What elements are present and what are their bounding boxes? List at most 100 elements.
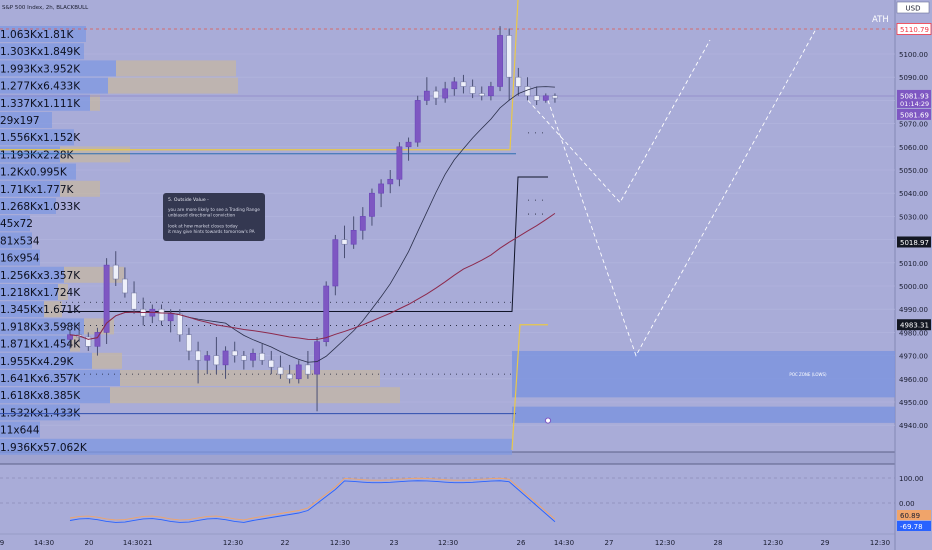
price-label-badge: [897, 89, 931, 108]
price-label-badge: [897, 108, 931, 120]
price-tick-label: 5010.00: [899, 260, 928, 268]
time-tick-label: 14:30: [123, 539, 143, 547]
volume-profile-sell-bar: [90, 94, 100, 111]
price-label-text: 5081.93: [900, 92, 929, 100]
time-tick-label: 21: [144, 539, 153, 547]
oscillator-reading-badge: [897, 521, 931, 531]
time-tick-label: 14:30: [34, 539, 54, 547]
volume-profile-label: 1.345Kx1.671K: [0, 304, 81, 316]
volume-profile-buy-bar: [0, 301, 44, 318]
candle-body: [222, 350, 229, 366]
oscillator-reading: 60.89: [900, 512, 920, 520]
volume-profile-label: 1.918Kx3.598K: [0, 321, 81, 333]
oscillator-reading: -69.78: [900, 523, 923, 531]
candle-body: [304, 364, 311, 375]
candle-body: [204, 355, 211, 361]
candle-body: [387, 178, 394, 185]
candle-body: [131, 292, 137, 310]
candle-body: [369, 192, 375, 217]
candle-body: [506, 35, 513, 78]
price-tick-label: 4980.00: [899, 329, 928, 337]
volume-profile-label: 29x197: [0, 115, 40, 127]
oscillator-line: [69, 480, 556, 523]
volume-profile-label: 1.936Kx57.062K: [0, 442, 88, 454]
volume-profile-label: 1.641Kx6.357K: [0, 373, 81, 385]
time-tick-label: 12:30: [870, 539, 890, 547]
volume-profile-label: 1.193Kx2.28K: [0, 149, 75, 161]
pane-gap: [0, 452, 895, 464]
volume-profile-buy-bar: [0, 180, 60, 197]
candle-body: [533, 95, 540, 101]
volume-profile-label: 1.268Kx1.033K: [0, 201, 81, 213]
volume-profile-buy-bar: [0, 387, 110, 404]
candle-body: [414, 100, 421, 143]
volume-profile-buy-bar: [0, 284, 58, 300]
value-area-high-line: [0, 0, 519, 151]
candle-body: [231, 350, 238, 356]
volume-profile-buy-bar: [0, 60, 116, 77]
candle-body: [286, 373, 293, 380]
candle-body: [250, 352, 256, 361]
price-tick-label: 4970.00: [899, 353, 928, 361]
price-tick-label: 4950.00: [899, 399, 928, 407]
volume-profile-label: 1.277Kx6.433K: [0, 81, 81, 93]
time-tick-label: 27: [605, 539, 614, 547]
volume-profile-label: 45x72: [0, 218, 33, 230]
oscillator-tick-label: 0.00: [899, 500, 915, 508]
volume-profile-label: 1.337Kx1.111K: [0, 98, 81, 110]
price-tick-label: 5070.00: [899, 121, 928, 129]
time-tick-label: 26: [517, 539, 526, 547]
chart-title: S&P 500 Index, 2h, BLACKBULL: [2, 5, 89, 11]
volume-profile-buy-bar: [0, 94, 90, 111]
volume-profile-label: 1.871Kx1.454K: [0, 339, 81, 351]
candle-body: [552, 95, 558, 99]
reference-step-line: [60, 176, 548, 313]
candle-body: [85, 336, 92, 347]
candle-body: [122, 278, 128, 294]
volume-profile-sell-bar: [120, 370, 380, 386]
candle-body: [460, 81, 467, 87]
candle-body: [341, 239, 348, 245]
volume-profile-sell-bar: [60, 146, 130, 163]
candle-body: [515, 76, 522, 87]
volume-profile-buy-bar: [0, 43, 84, 60]
oscillator-reading-badge: [897, 510, 931, 520]
candle-body: [240, 355, 247, 361]
candle-body: [469, 86, 476, 94]
oscillator-pane: 100.00 0.00 60.89 -69.78: [0, 475, 931, 531]
volume-profile-sell-bar: [70, 335, 80, 352]
volume-profile-buy-bar: [0, 438, 512, 455]
price-tick-label: 5030.00: [899, 213, 928, 221]
candles: [67, 26, 558, 412]
candle-body: [167, 313, 174, 322]
price-axis: USD ATH 5100.00 5090.00 5070.00 5060.00 5050.0…: [872, 0, 932, 550]
candle-body: [542, 95, 549, 101]
price-tick-label: 5060.00: [899, 144, 928, 152]
time-tick-label: 12:30: [438, 539, 458, 547]
time-tick-label: 29: [821, 539, 830, 547]
volume-profile-sell-bar: [108, 77, 238, 94]
volume-profile-label: 1.218Kx1.724K: [0, 287, 81, 299]
annotation-title: 5. Outside Value -: [168, 197, 209, 203]
volume-profile-buy-bar: [0, 335, 70, 352]
time-tick-label: 23: [390, 539, 399, 547]
volume-profile-buy-bar: [0, 163, 76, 180]
volume-profile-label: 1.2Kx0.995K: [0, 167, 68, 179]
time-tick-label: 12:30: [223, 539, 243, 547]
poc-zone-box: [512, 406, 895, 423]
candle-body: [323, 285, 330, 342]
annotation-note: 5. Outside Value - you are more likely to…: [163, 193, 265, 241]
time-tick-label: 9: [0, 539, 4, 547]
candle-body: [103, 264, 110, 333]
candle-body: [195, 350, 201, 361]
volume-profile-sell-bar: [110, 387, 400, 404]
candle-body: [378, 183, 384, 194]
volume-profile-sell-bar: [44, 301, 62, 318]
volume-profile-buy-bar: [0, 26, 86, 42]
candle-body: [478, 93, 485, 97]
time-tick-label: 22: [281, 539, 290, 547]
candle-body: [277, 366, 284, 375]
candle-body: [442, 88, 449, 99]
candle-body: [94, 332, 101, 347]
